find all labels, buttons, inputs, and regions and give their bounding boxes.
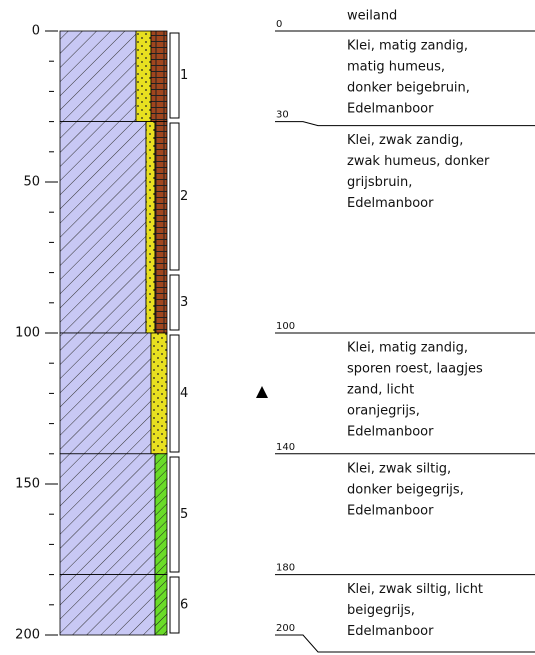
layer-description: Klei, matig zandig, xyxy=(347,341,468,356)
lithology xyxy=(151,31,167,122)
sample-label: 3 xyxy=(180,295,188,310)
layer-description: zand, licht xyxy=(347,383,414,398)
sample-label: 4 xyxy=(180,386,188,401)
layer-description: beigegrijs, xyxy=(347,603,415,618)
layer-description: Edelmanboor xyxy=(347,196,434,211)
depth-tick-label: 0 xyxy=(32,24,40,39)
sample-box xyxy=(170,275,179,330)
depth-label: 180 xyxy=(276,563,295,574)
layer-description: sporen roest, laagjes xyxy=(347,362,483,377)
sample-box xyxy=(170,335,179,452)
layer-description: donker beigebruin, xyxy=(347,81,470,96)
lithology xyxy=(60,575,155,635)
sample-box xyxy=(170,123,179,270)
layer-description: Klei, matig zandig, xyxy=(347,39,468,54)
lithology xyxy=(151,333,167,454)
layer-description: Klei, zwak siltig, xyxy=(347,461,451,476)
depth-label: 100 xyxy=(276,321,295,332)
layer-description: oranjegrijs, xyxy=(347,404,420,419)
layer-description: Klei, zwak zandig, xyxy=(347,133,463,148)
depth-tick-label: 100 xyxy=(15,326,40,341)
groundwater-marker xyxy=(256,386,268,398)
layer-description: donker beigegrijs, xyxy=(347,482,464,497)
lithology xyxy=(136,31,151,122)
layer-description: Edelmanboor xyxy=(347,503,434,518)
lithology xyxy=(60,31,136,122)
sample-box xyxy=(170,577,179,633)
lithology xyxy=(60,454,155,575)
layer-description: zwak humeus, donker xyxy=(347,154,490,169)
layer-description: Edelmanboor xyxy=(347,624,434,639)
depth-label: 200 xyxy=(276,623,295,634)
layer-description: Klei, zwak siltig, licht xyxy=(347,582,483,597)
sample-label: 2 xyxy=(180,189,188,204)
layer-description: Edelmanboor xyxy=(347,102,434,117)
sample-box xyxy=(170,457,179,572)
sample-label: 1 xyxy=(180,68,188,83)
depth-label: 0 xyxy=(276,19,282,30)
surface-label: weiland xyxy=(347,9,397,24)
depth-label: 140 xyxy=(276,442,295,453)
borehole-log: weiland 050100150200Klei, matig zandig,m… xyxy=(0,0,535,655)
lithology xyxy=(60,333,151,454)
layer-description: grijsbruin, xyxy=(347,175,412,190)
layer-description: matig humeus, xyxy=(347,60,445,75)
depth-tick-label: 50 xyxy=(23,175,40,190)
depth-tick-label: 200 xyxy=(15,628,40,643)
depth-label: 30 xyxy=(276,110,289,121)
lithology xyxy=(155,575,167,635)
sample-label: 6 xyxy=(180,598,188,613)
depth-tick-label: 150 xyxy=(15,477,40,492)
lithology xyxy=(155,454,167,575)
boundary-line xyxy=(275,122,535,126)
lithology xyxy=(146,122,155,333)
sample-label: 5 xyxy=(180,507,188,522)
lithology xyxy=(60,122,146,333)
lithology xyxy=(155,122,167,333)
sample-box xyxy=(170,33,179,118)
layer-description: Edelmanboor xyxy=(347,425,434,440)
